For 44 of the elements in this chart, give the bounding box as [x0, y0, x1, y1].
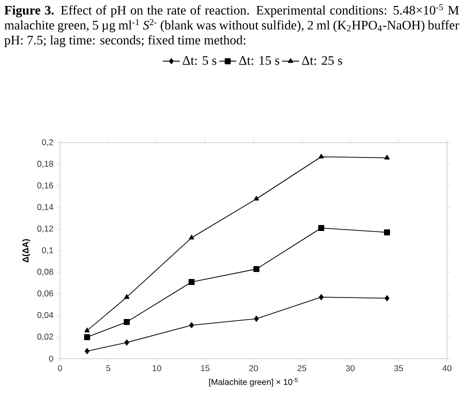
point — [384, 154, 390, 160]
point — [84, 348, 90, 354]
y-tick-label: 0,2 — [42, 139, 54, 146]
point — [188, 279, 195, 286]
point — [254, 196, 260, 201]
point — [254, 316, 259, 322]
point — [189, 322, 194, 328]
x-tick-label: 20 — [249, 365, 258, 372]
point — [253, 266, 260, 272]
point — [384, 229, 390, 236]
legend-label: Δt: 25 s — [302, 56, 342, 65]
point — [188, 234, 194, 240]
y-tick-label: 0,16 — [37, 182, 54, 190]
point — [124, 294, 130, 299]
point — [84, 328, 90, 332]
point — [124, 318, 130, 325]
y-tick-label: 0,04 — [37, 312, 54, 319]
legend-label: Δt: 15 s — [239, 56, 280, 65]
x-tick-label: 30 — [346, 365, 355, 372]
x-tick-label: 35 — [394, 365, 403, 372]
x-tick-label: 40 — [442, 365, 452, 372]
point — [318, 294, 324, 300]
y-tick-label: 0,1 — [42, 247, 54, 254]
y-tick-label: 0 — [49, 356, 54, 362]
point — [318, 225, 324, 232]
y-tick-label: 0,18 — [37, 160, 54, 168]
y-tick-label: 0,02 — [37, 334, 54, 341]
legend-label: Δt: 5 s — [182, 56, 216, 65]
chart-title: Figure 3. Effect of pH on the rate of reaction. Experimental conditions: 5.48×10$^{-5}$ M malachite green, 5 µg ml$^{-1}$ S$^{2-}$ (blank was without sulfide), 2 ml (K$_{2}$HPO$_{4}$-NaOH) buffer pH: 7.5; lag time: seconds; fixed time method: — [4, 4, 460, 48]
y-tick-label: 0,06 — [37, 290, 54, 298]
y-tick-label: 0,08 — [37, 268, 54, 276]
y-tick-label: 0,14 — [37, 204, 54, 211]
y-tick-label: 0,12 — [37, 226, 54, 233]
x-tick-label: 15 — [201, 365, 210, 372]
point — [124, 340, 130, 346]
x-tick-label: 5 — [106, 365, 110, 372]
x-axis-title: [Malachite green] × 10$^{-5}$ — [209, 378, 298, 387]
point — [84, 334, 90, 340]
x-tick-label: 25 — [298, 365, 306, 372]
point — [318, 154, 324, 158]
y-axis-title: Δ(ΔA) — [22, 239, 30, 262]
point — [384, 295, 390, 302]
x-tick-label: 10 — [152, 365, 162, 372]
x-tick-label: 0 — [58, 365, 62, 372]
